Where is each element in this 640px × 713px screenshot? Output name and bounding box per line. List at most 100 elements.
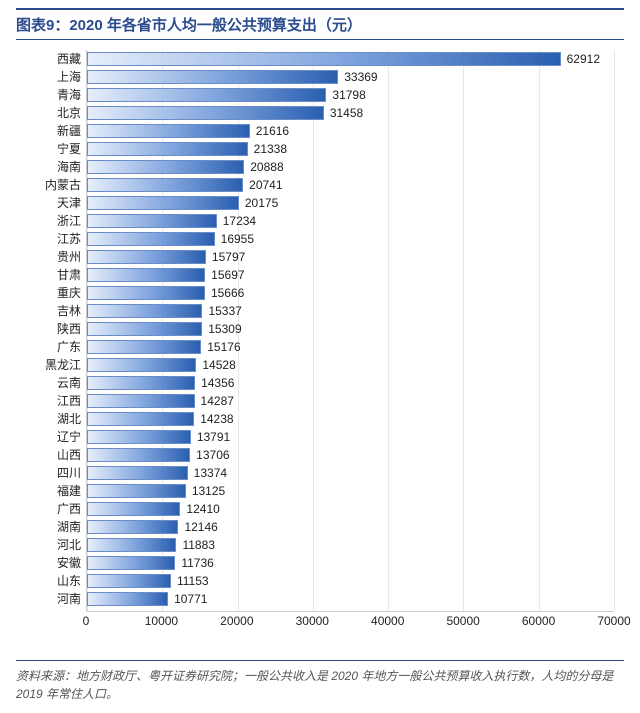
value-label: 14356 [201,376,234,390]
value-label: 21338 [254,142,287,156]
value-label: 14528 [202,358,235,372]
value-label: 15176 [207,340,240,354]
bar-row: 江苏16955 [87,232,614,246]
bar-row: 云南14356 [87,376,614,390]
bar-row: 青海31798 [87,88,614,102]
bar-row: 内蒙古20741 [87,178,614,192]
bar-row: 湖北14238 [87,412,614,426]
bar-row: 山东11153 [87,574,614,588]
bar-row: 辽宁13791 [87,430,614,444]
bar [87,592,168,606]
value-label: 12146 [184,520,217,534]
bar-row: 浙江17234 [87,214,614,228]
bar-row: 四川13374 [87,466,614,480]
bar [87,106,324,120]
category-label: 上海 [23,70,87,84]
bars-region: 西藏62912上海33369青海31798北京31458新疆21616宁夏213… [86,50,614,612]
category-label: 湖北 [23,412,87,426]
bar [87,52,561,66]
bar-row: 宁夏21338 [87,142,614,156]
bar [87,448,190,462]
category-label: 陕西 [23,322,87,336]
category-label: 吉林 [23,304,87,318]
bar [87,232,215,246]
bar [87,322,202,336]
category-label: 云南 [23,376,87,390]
bar [87,520,178,534]
bar-row: 河北11883 [87,538,614,552]
value-label: 33369 [344,70,377,84]
category-label: 山西 [23,448,87,462]
value-label: 20741 [249,178,282,192]
gridline [614,50,615,611]
bar-row: 江西14287 [87,394,614,408]
value-label: 13791 [197,430,230,444]
value-label: 13706 [196,448,229,462]
value-label: 13125 [192,484,225,498]
bar-row: 黑龙江14528 [87,358,614,372]
value-label: 21616 [256,124,289,138]
value-label: 20175 [245,196,278,210]
bar-row: 海南20888 [87,160,614,174]
category-label: 贵州 [23,250,87,264]
value-label: 31798 [332,88,365,102]
value-label: 14238 [200,412,233,426]
value-label: 11736 [181,556,213,570]
bar-row: 北京31458 [87,106,614,120]
bar [87,160,244,174]
value-label: 31458 [330,106,363,120]
x-tick-label: 40000 [371,614,404,628]
bar [87,304,202,318]
value-label: 17234 [223,214,256,228]
category-label: 河北 [23,538,87,552]
title-bar: 图表9：2020 年各省市人均一般公共预算支出（元） [16,8,624,40]
value-label: 15797 [212,250,245,264]
category-label: 福建 [23,484,87,498]
value-label: 11153 [177,574,209,588]
bar-row: 重庆15666 [87,286,614,300]
x-tick-label: 0 [83,614,90,628]
value-label: 20888 [250,160,283,174]
footnote: 资料来源：地方财政厅、粤开证券研究院；一般公共收入是 2020 年地方一般公共预… [16,661,624,705]
bar [87,484,186,498]
bar [87,430,191,444]
x-tick-label: 20000 [220,614,253,628]
x-tick-label: 10000 [145,614,178,628]
x-tick-label: 60000 [522,614,555,628]
bar-row: 福建13125 [87,484,614,498]
bar [87,340,201,354]
value-label: 15666 [211,286,244,300]
category-label: 北京 [23,106,87,120]
bar [87,268,205,282]
bar [87,70,338,84]
value-label: 15309 [208,322,241,336]
bar-row: 广西12410 [87,502,614,516]
category-label: 内蒙古 [23,178,87,192]
category-label: 浙江 [23,214,87,228]
bar [87,358,196,372]
bar [87,142,248,156]
bar [87,394,195,408]
bar-row: 广东15176 [87,340,614,354]
x-tick-label: 50000 [446,614,479,628]
bar-row: 新疆21616 [87,124,614,138]
category-label: 四川 [23,466,87,480]
bar [87,124,250,138]
category-label: 河南 [23,592,87,606]
bar-row: 天津20175 [87,196,614,210]
category-label: 重庆 [23,286,87,300]
x-tick-label: 70000 [597,614,630,628]
category-label: 海南 [23,160,87,174]
value-label: 12410 [186,502,219,516]
chart-container: 图表9：2020 年各省市人均一般公共预算支出（元） 西藏62912上海 3336… [0,0,640,713]
category-label: 青海 [23,88,87,102]
value-label: 16955 [221,232,254,246]
bar [87,466,188,480]
category-label: 江苏 [23,232,87,246]
bar-row: 山西13706 [87,448,614,462]
bar [87,574,171,588]
bar-row: 湖南12146 [87,520,614,534]
bar-row: 西藏62912 [87,52,614,66]
category-label: 湖南 [23,520,87,534]
bar [87,88,326,102]
